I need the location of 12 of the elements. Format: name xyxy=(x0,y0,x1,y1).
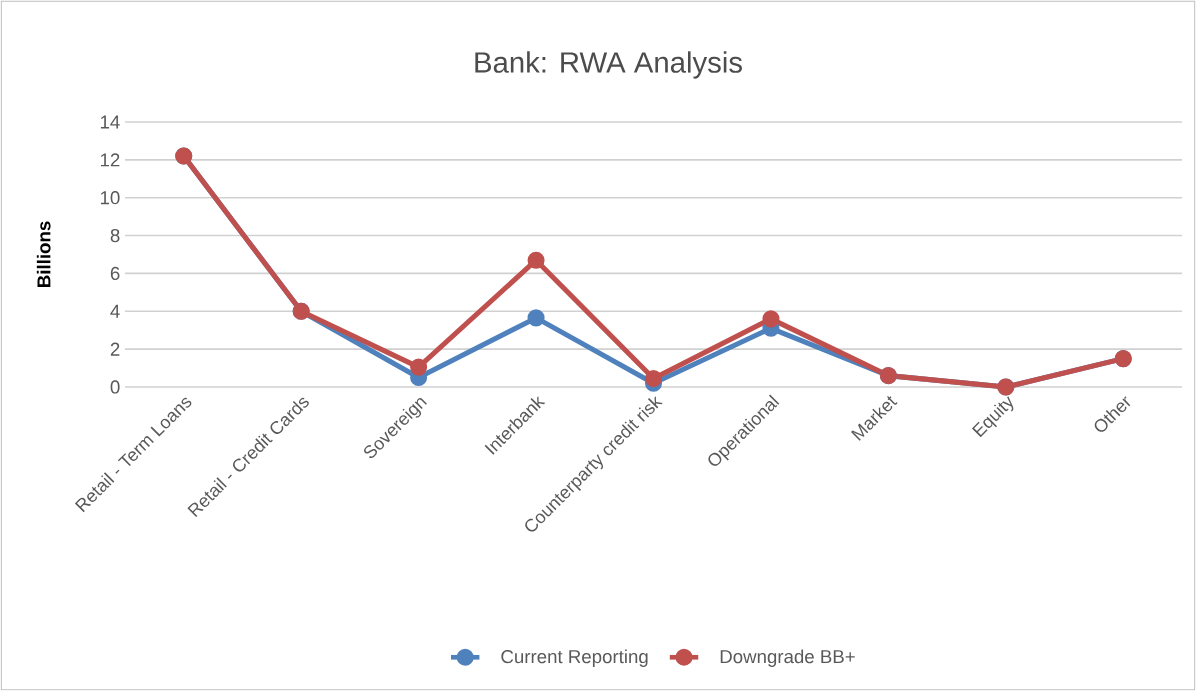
legend-label: Current Reporting xyxy=(501,649,648,667)
y-tick-label: 0 xyxy=(110,380,120,394)
y-tick-label: 4 xyxy=(110,304,120,318)
y-tick-label: 2 xyxy=(110,342,120,356)
y-tick-label: 12 xyxy=(100,153,120,167)
y-tick-label: 6 xyxy=(110,266,120,281)
y-axis-title: Billions xyxy=(36,221,51,287)
legend-label: Downgrade BB+ xyxy=(720,649,855,667)
y-tick-label: 8 xyxy=(110,228,120,243)
y-tick-label: 10 xyxy=(100,191,120,205)
chart-title: Bank: RWA Analysis xyxy=(475,51,742,79)
y-tick-label: 14 xyxy=(100,115,120,129)
